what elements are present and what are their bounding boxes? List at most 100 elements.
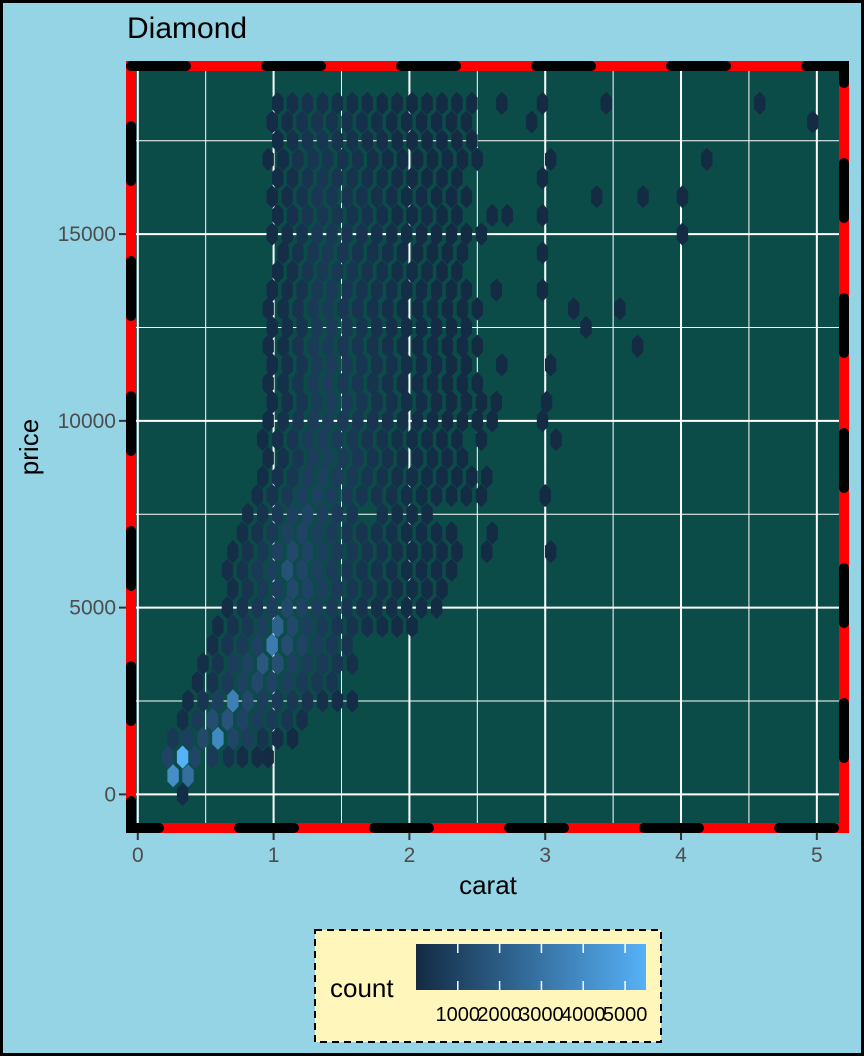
hex-cell (456, 147, 469, 171)
hex-cell (251, 745, 263, 769)
hex-cell (445, 521, 458, 545)
hex-cell (445, 484, 458, 508)
hex-cell (486, 203, 498, 227)
hex-cell (277, 241, 289, 265)
hex-cell (451, 166, 463, 190)
hex-cell (296, 278, 308, 302)
hex-cell (281, 222, 293, 246)
hex-cell (346, 502, 359, 526)
hex-cell (307, 334, 319, 358)
hex-cell (401, 222, 413, 246)
hex-cell (391, 465, 403, 489)
hex-cell (301, 203, 314, 227)
hex-cell (301, 577, 314, 601)
hex-cell (436, 129, 448, 153)
hex-cell (371, 484, 383, 508)
hex-cell (401, 278, 413, 302)
hex-cell (341, 596, 353, 620)
legend-title: count (330, 973, 394, 1003)
hex-cell (436, 465, 448, 489)
hex-cell (391, 540, 403, 564)
hex-cell (475, 390, 488, 414)
hex-cell (182, 726, 194, 750)
hex-cell (286, 465, 299, 489)
hex-cell (337, 446, 349, 470)
hex-cell (496, 353, 508, 377)
hex-cell (536, 409, 549, 433)
y-tick-label: 10000 (58, 410, 116, 433)
hex-cell (490, 390, 502, 414)
hex-cell (311, 110, 323, 134)
hex-cell (481, 540, 493, 564)
hex-cell (415, 315, 428, 340)
hex-cell (331, 129, 344, 153)
hex-cell (460, 315, 473, 340)
hex-cell (272, 614, 284, 638)
hex-cell (411, 446, 424, 470)
hex-cell (242, 652, 254, 676)
hex-cell (367, 147, 379, 171)
legend-tick-label: 4000 (561, 1004, 606, 1026)
hex-cell (266, 708, 278, 732)
hex-cell (326, 222, 338, 246)
hex-cell (326, 390, 338, 414)
hex-cell (346, 540, 359, 564)
hex-cell (401, 484, 413, 508)
hex-cell (346, 203, 359, 227)
hex-cell (352, 297, 364, 321)
hex-cell (272, 259, 284, 283)
hex-cell (391, 203, 403, 227)
hex-cell (212, 614, 224, 638)
hex-cell (197, 652, 209, 676)
hex-cell (316, 91, 329, 115)
hex-cell (257, 689, 269, 713)
hex-cell (277, 147, 289, 171)
hex-cell (221, 708, 234, 732)
hex-cell (376, 428, 388, 452)
hex-cell (301, 166, 314, 190)
hex-cell (346, 428, 359, 452)
hex-cell (311, 596, 323, 620)
hex-cell (316, 166, 329, 190)
hex-cell (296, 110, 308, 134)
hex-cell (221, 596, 234, 620)
hex-cell (221, 670, 234, 694)
hex-cell (396, 371, 409, 396)
hex-cell (251, 708, 263, 732)
hex-cell (331, 465, 344, 489)
hex-cell (242, 502, 254, 526)
hex-cell (391, 428, 403, 452)
hex-cell (421, 428, 433, 452)
hex-cell (281, 185, 293, 209)
hex-cell (316, 652, 329, 676)
hex-cell (382, 371, 394, 396)
hex-cell (391, 502, 403, 526)
hex-cell (426, 371, 439, 396)
hex-cell (540, 390, 553, 414)
hex-cell (281, 521, 293, 545)
hex-cell (376, 577, 388, 601)
hex-cell (281, 558, 293, 582)
hex-cell (167, 764, 179, 788)
hex-cell (496, 91, 508, 115)
hex-cell (296, 596, 308, 620)
hex-cell (415, 353, 428, 377)
hex-cell (356, 558, 368, 582)
hex-cell (456, 409, 469, 433)
hex-cell (441, 241, 454, 265)
hex-cell (376, 259, 388, 283)
hex-cell (352, 147, 364, 171)
hex-cell (430, 596, 443, 620)
hex-cell (227, 577, 239, 601)
hex-cell (401, 185, 413, 209)
hex-cell (281, 278, 293, 302)
hex-cell (415, 278, 428, 302)
hex-cell (236, 596, 249, 620)
x-tick-label: 0 (132, 844, 144, 867)
hex-cell (272, 91, 284, 115)
hex-cell (281, 708, 293, 732)
hex-cell (445, 185, 458, 209)
hex-cell (481, 465, 493, 489)
hex-cell (475, 222, 488, 246)
hex-cell (286, 129, 299, 153)
